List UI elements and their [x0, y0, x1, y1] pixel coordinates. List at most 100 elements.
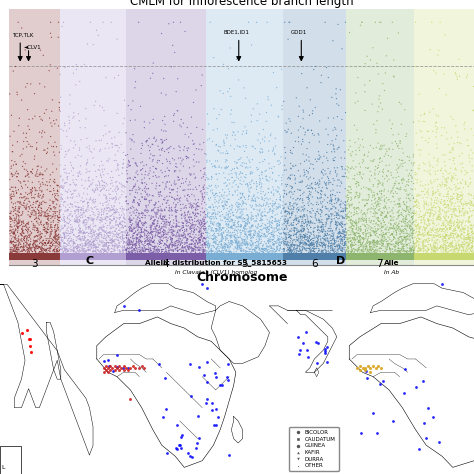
Point	[392, 227, 399, 235]
Point	[461, 235, 469, 243]
Point	[113, 141, 120, 149]
Point	[36, 243, 43, 251]
Point	[148, 140, 156, 148]
Point	[301, 245, 309, 253]
Point	[52, 195, 60, 202]
Point	[197, 227, 205, 235]
Point	[40, 224, 48, 231]
Point	[71, 137, 78, 145]
Point	[258, 226, 266, 233]
Point	[168, 207, 176, 214]
Point	[50, 148, 57, 156]
Point	[322, 203, 329, 210]
Point	[246, 231, 253, 238]
Point	[287, 246, 294, 253]
Point	[454, 198, 461, 206]
Point	[87, 241, 95, 248]
Point	[466, 236, 474, 244]
Point	[136, 307, 143, 314]
Point	[297, 233, 305, 240]
Point	[328, 195, 335, 203]
Point	[453, 244, 460, 251]
Point	[74, 173, 82, 180]
Point	[211, 196, 219, 203]
Point	[141, 179, 149, 187]
Point	[152, 230, 159, 238]
Point	[447, 201, 455, 209]
Point	[280, 238, 287, 246]
Point	[179, 236, 186, 244]
Point	[50, 203, 57, 211]
Point	[351, 192, 359, 200]
Point	[461, 240, 469, 247]
Point	[391, 225, 399, 232]
Point	[147, 242, 155, 249]
Text: In Clavata1 (CLV1) homolog: In Clavata1 (CLV1) homolog	[174, 270, 257, 275]
Point	[270, 237, 278, 245]
Point	[263, 173, 270, 180]
Point	[164, 246, 172, 254]
Point	[167, 234, 175, 242]
Point	[20, 177, 27, 185]
Point	[108, 217, 115, 224]
Point	[20, 236, 27, 244]
Point	[204, 358, 211, 366]
Point	[408, 178, 416, 185]
Point	[299, 206, 306, 213]
Point	[393, 247, 401, 255]
Point	[269, 236, 276, 244]
Point	[72, 233, 80, 240]
Point	[434, 246, 441, 254]
Point	[78, 229, 86, 237]
Point	[162, 229, 170, 237]
Point	[387, 237, 395, 245]
Point	[396, 247, 404, 255]
Point	[305, 248, 312, 256]
Point	[51, 237, 58, 245]
Point	[105, 242, 112, 249]
Point	[45, 139, 52, 146]
Point	[192, 237, 200, 245]
Point	[248, 212, 256, 220]
Point	[387, 221, 395, 229]
Point	[287, 172, 294, 179]
Point	[81, 237, 88, 244]
Point	[51, 232, 59, 239]
Point	[435, 213, 442, 220]
Point	[21, 46, 29, 54]
Point	[240, 225, 247, 232]
Point	[126, 213, 134, 221]
Point	[386, 244, 393, 251]
Point	[249, 212, 257, 220]
Point	[293, 245, 301, 253]
Point	[41, 213, 49, 220]
Point	[39, 175, 46, 182]
Point	[299, 234, 306, 242]
Point	[360, 234, 367, 242]
Point	[55, 219, 62, 226]
Point	[395, 180, 403, 187]
Point	[145, 237, 152, 245]
Point	[64, 247, 72, 255]
Point	[119, 240, 127, 247]
Point	[22, 83, 29, 91]
Point	[8, 216, 16, 223]
Point	[106, 208, 114, 215]
Point	[130, 245, 138, 253]
Point	[182, 246, 190, 253]
Point	[356, 223, 364, 230]
Point	[395, 145, 403, 152]
Point	[340, 242, 348, 249]
Point	[42, 225, 49, 233]
Point	[430, 242, 438, 249]
Point	[118, 218, 126, 226]
Point	[308, 219, 316, 227]
Point	[390, 233, 398, 240]
Point	[239, 210, 246, 218]
Point	[159, 145, 166, 152]
Point	[329, 210, 337, 218]
Point	[228, 201, 235, 209]
Point	[353, 221, 361, 228]
Point	[98, 214, 106, 221]
Point	[185, 144, 192, 152]
